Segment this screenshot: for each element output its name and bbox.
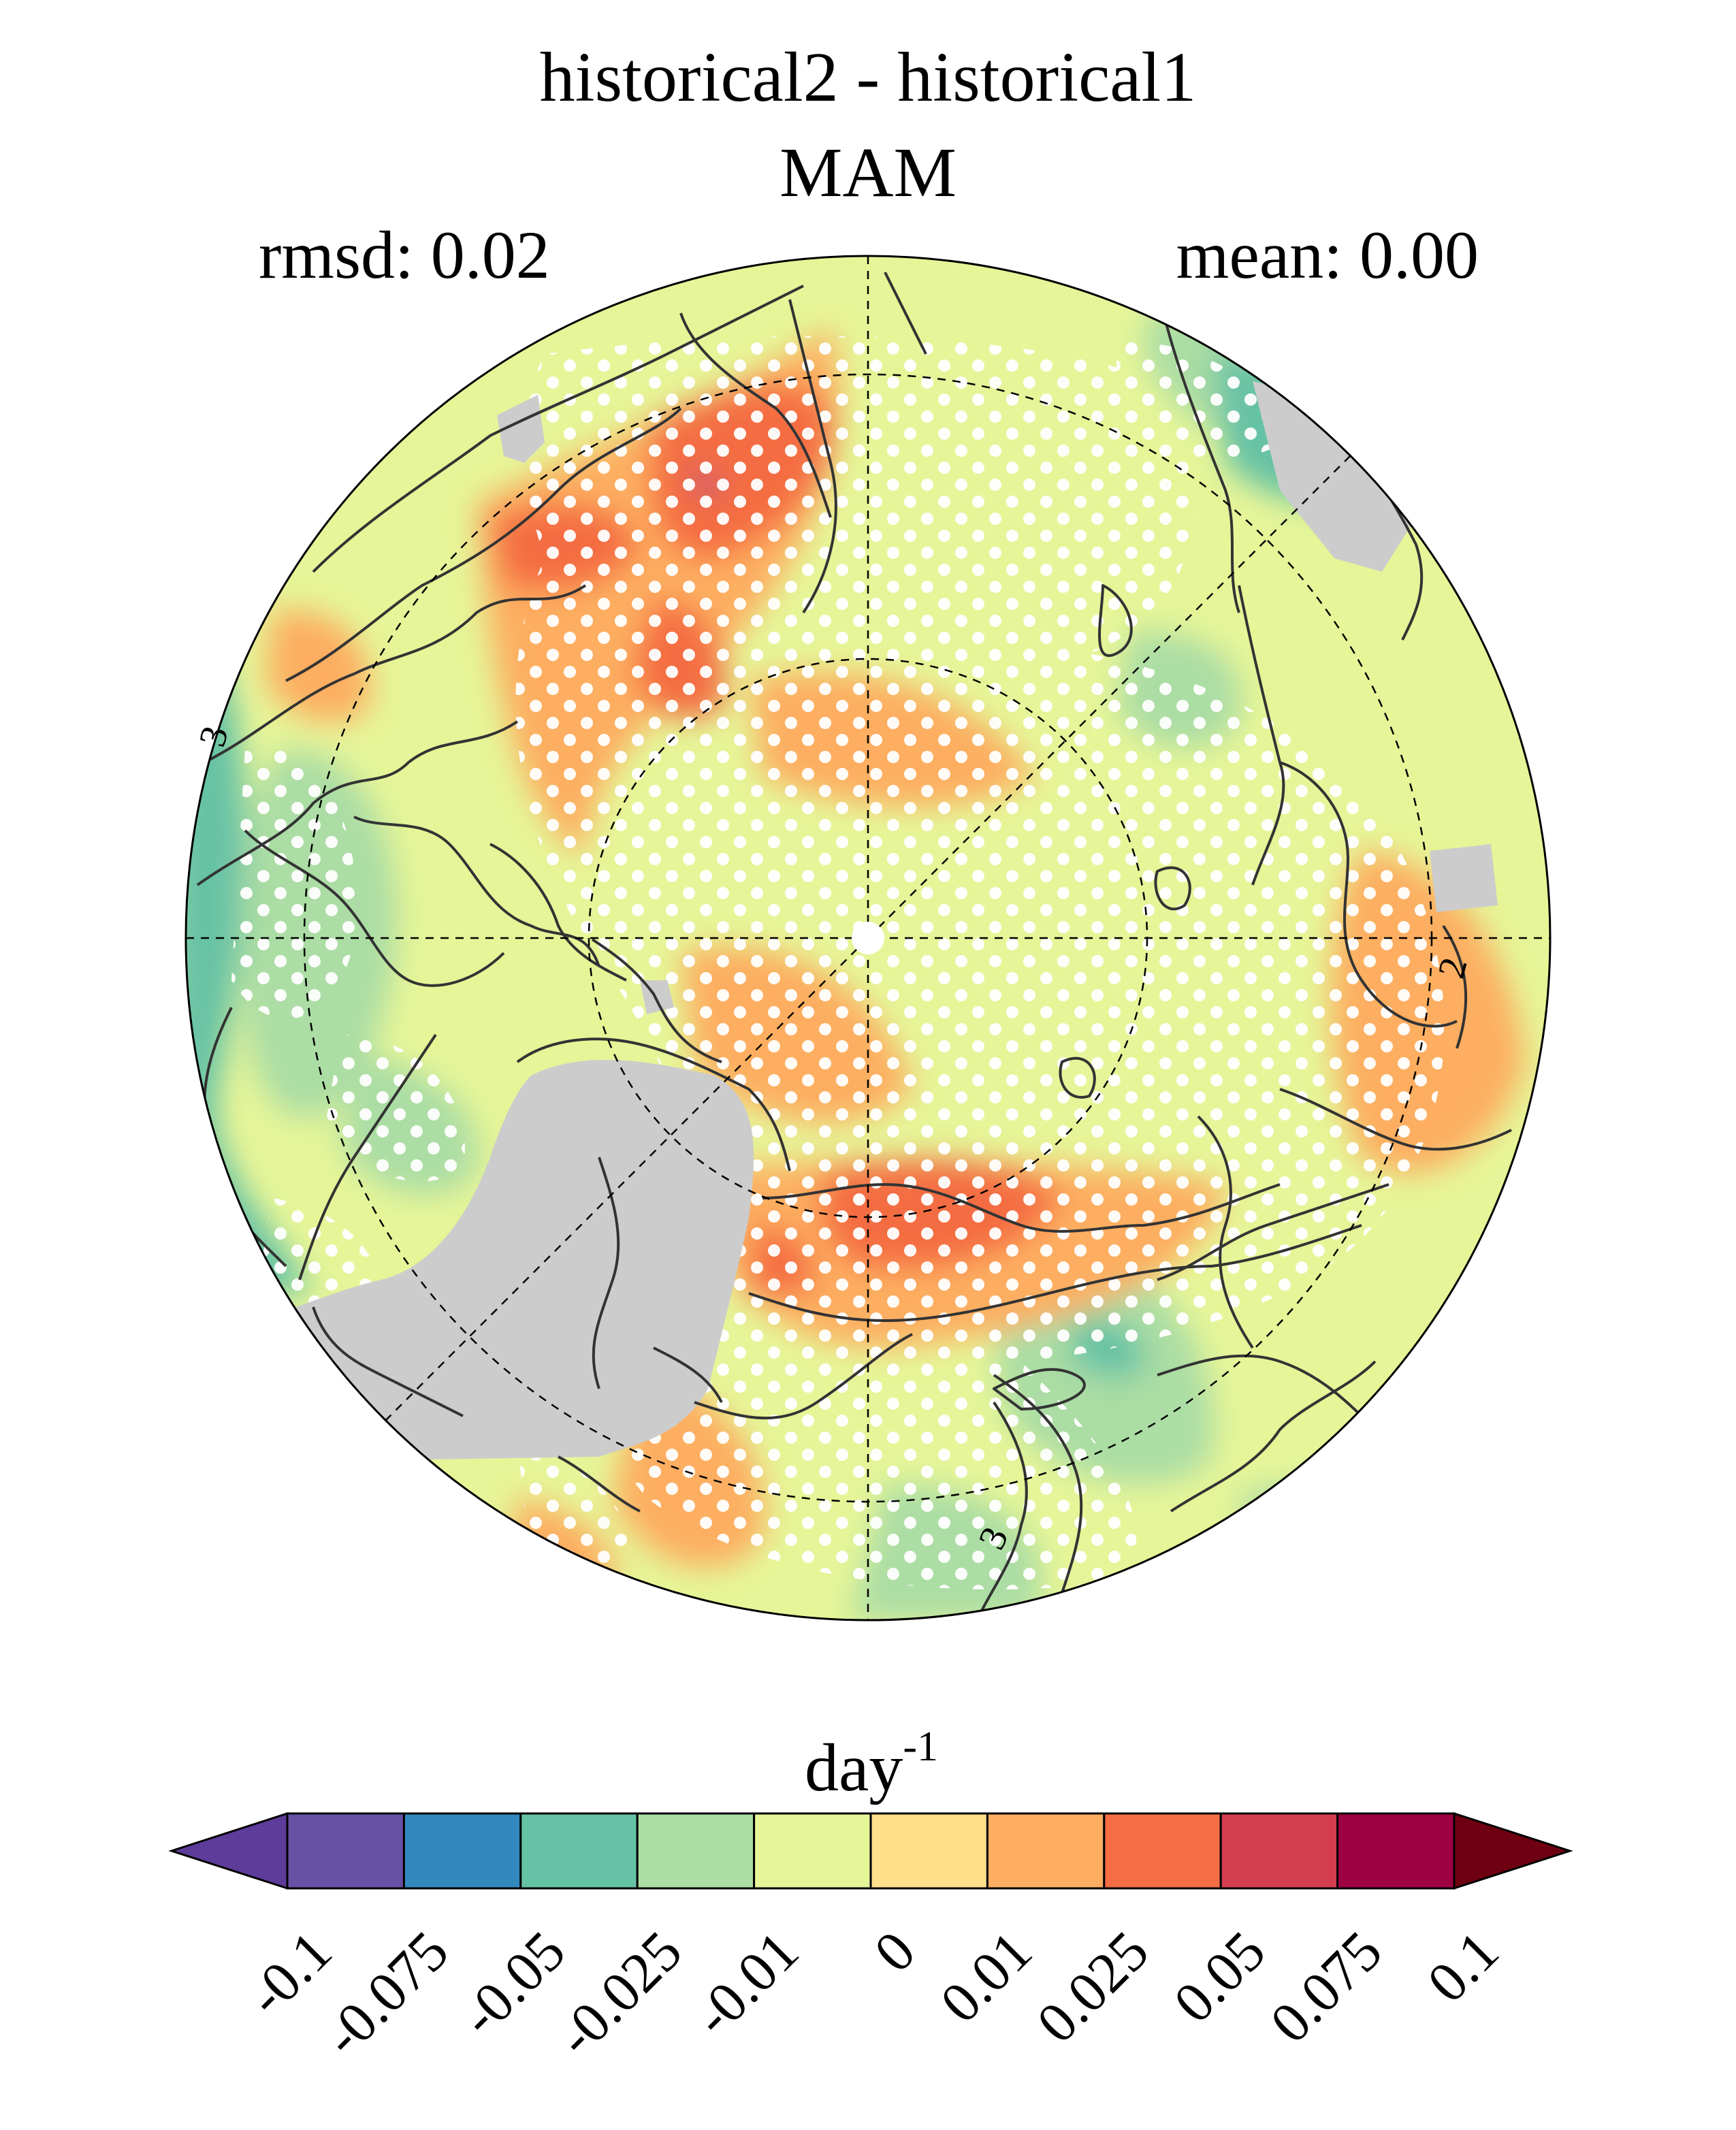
colorbar-tick-label: 0.05 xyxy=(1162,1920,1278,2035)
colorbar-segment xyxy=(753,1812,872,1890)
significance-stippling xyxy=(231,336,1445,1590)
colorbar-unit-exponent: -1 xyxy=(903,1724,938,1770)
colorbar-segment xyxy=(1103,1812,1222,1890)
colorbar-segment xyxy=(519,1812,639,1890)
colorbar-tick-label: -0.01 xyxy=(681,1920,810,2048)
colorbar-unit: day-1 xyxy=(805,1724,938,1805)
colorbar-unit-base: day xyxy=(805,1730,903,1805)
colorbar-segment xyxy=(986,1812,1106,1890)
colorbar-tick-label: 0.01 xyxy=(929,1920,1044,2035)
colorbar-extend-low xyxy=(168,1811,289,1890)
colorbar-tick-label: -0.075 xyxy=(312,1920,461,2069)
colorbar-tick-label: 0.025 xyxy=(1025,1920,1161,2055)
colorbar-extend-high xyxy=(1453,1811,1573,1890)
colorbar-segment xyxy=(636,1812,756,1890)
coastlines xyxy=(196,272,1512,1614)
season-label: MAM xyxy=(779,133,957,212)
map-boundary xyxy=(184,255,1552,1621)
mean-label: mean: 0.00 xyxy=(1176,217,1479,293)
colorbar-tick-label: 0.1 xyxy=(1415,1920,1511,2015)
rmsd-label: rmsd: 0.02 xyxy=(259,217,550,293)
colorbar: day-1 -0.1-0.075-0.05-0.025-0.01 0 0.010.0… xyxy=(168,1724,1573,2069)
pole-marker xyxy=(852,922,884,954)
polar-map xyxy=(186,256,1550,1620)
colorbar-tick-label: 0.075 xyxy=(1258,1920,1394,2055)
colorbar-segment xyxy=(286,1812,405,1890)
colorbar-tick-label: 0 xyxy=(863,1920,927,1984)
colorbar-segment xyxy=(402,1812,522,1890)
colorbar-tick-labels: -0.1-0.075-0.05-0.025-0.01 0 0.010.025 0.05… xyxy=(236,1920,1511,2069)
figure-title: historical2 - historical1 xyxy=(540,38,1197,116)
colorbar-segments xyxy=(168,1811,1573,1890)
colorbar-tick-label: -0.025 xyxy=(545,1920,694,2069)
colorbar-segment xyxy=(869,1812,988,1890)
colorbar-segment xyxy=(1336,1812,1456,1890)
colorbar-segment xyxy=(1219,1812,1339,1890)
